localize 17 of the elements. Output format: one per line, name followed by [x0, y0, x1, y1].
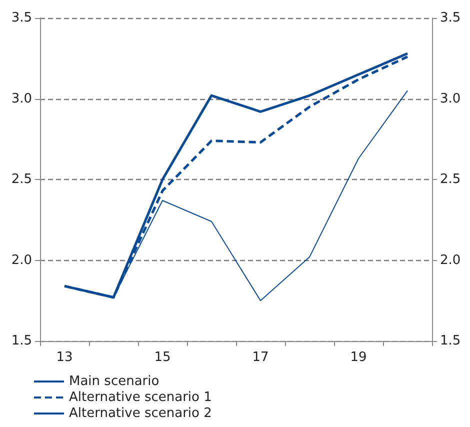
x-tick-label: 13 [56, 350, 73, 365]
x-tick-label: 19 [350, 350, 367, 365]
legend-label: Alternative scenario 2 [69, 406, 212, 421]
y2-tick-label: 3.0 [440, 91, 461, 106]
y2-tick-label: 2.0 [440, 252, 461, 268]
y2-tick-label: 1.5 [440, 334, 461, 348]
x-tick-label: 15 [154, 350, 171, 365]
y2-tick-label: 2.5 [440, 172, 461, 187]
legend-label: Alternative scenario 1 [69, 390, 212, 405]
x-tick-label: 17 [252, 350, 269, 365]
y-tick-label: 3.0 [11, 91, 32, 106]
y2-tick-label: 3.5 [440, 10, 461, 26]
y-tick-label: 3.5 [11, 10, 32, 26]
y-tick-label: 2.0 [11, 252, 32, 268]
legend-label: Main scenario [69, 374, 160, 389]
y-tick-label: 1.5 [11, 334, 32, 348]
y-tick-label: 2.5 [11, 172, 32, 187]
